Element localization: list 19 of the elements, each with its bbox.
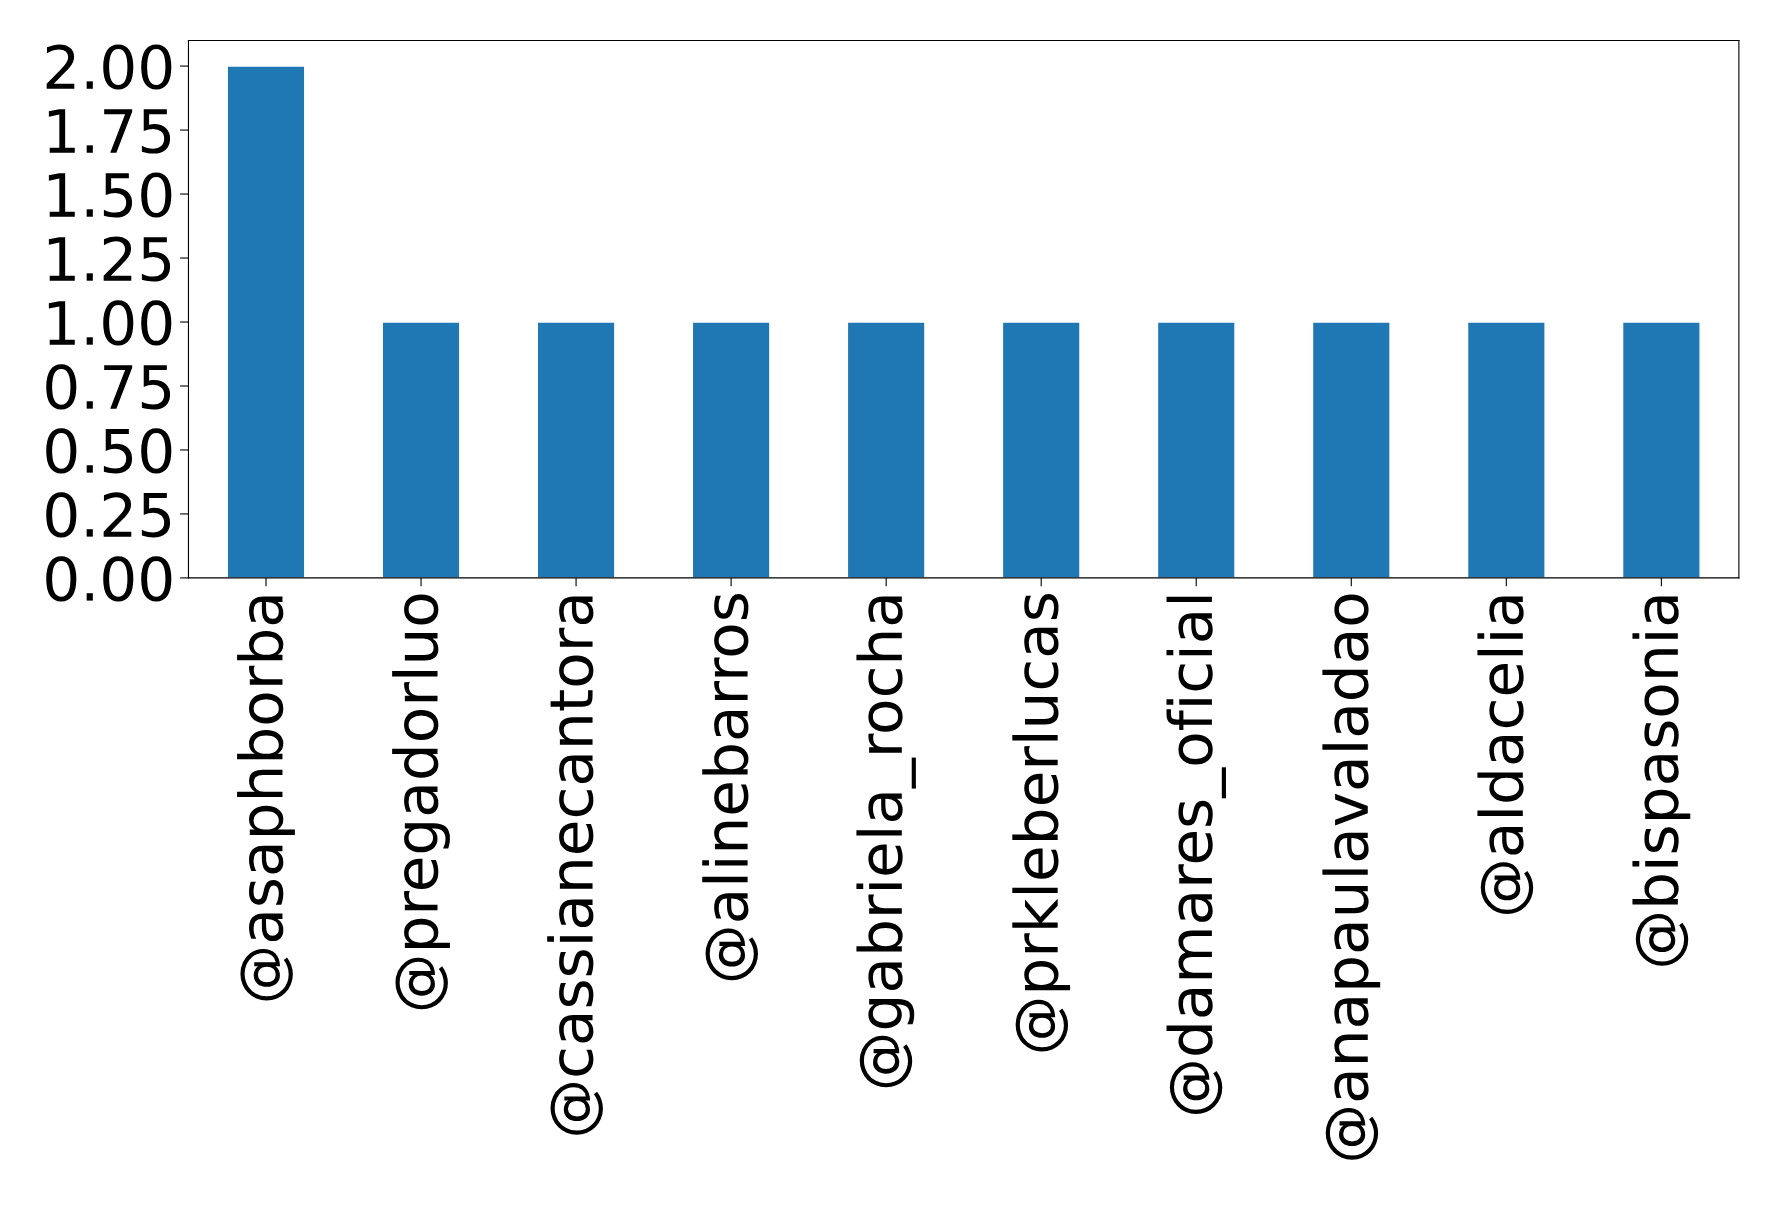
y-tick-label: 1.50: [48, 172, 172, 218]
x-tick-label: @anapaulavaladao: [1322, 594, 1381, 1160]
x-tick-label: @alinebarros: [702, 594, 758, 981]
y-tick-label: 0.75: [46, 364, 171, 410]
y-tick-label: 2.00: [46, 44, 172, 90]
x-tick-label: @cassianecantora: [547, 596, 603, 1135]
x-tick-label: @prkleberlucas: [1012, 594, 1071, 1052]
y-tick-label: 0.00: [46, 556, 172, 602]
x-tick-label: @aldacelia: [1477, 596, 1534, 914]
y-tick-label: 1.00: [48, 300, 172, 346]
y-tick-label: 1.25: [48, 236, 171, 282]
x-tick-label: @damares_oficial: [1166, 596, 1226, 1114]
x-tick-label: @asaphborba: [237, 596, 295, 1001]
x-tick-label: @bispasonia: [1632, 596, 1691, 966]
y-tick-label: 0.50: [46, 428, 172, 474]
x-tick-label: @gabriela_rocha: [856, 596, 916, 1088]
x-tick-label: @pregadorluo: [392, 594, 450, 1010]
y-tick-label: 1.75: [48, 109, 171, 154]
y-tick-label: 0.25: [46, 492, 171, 538]
